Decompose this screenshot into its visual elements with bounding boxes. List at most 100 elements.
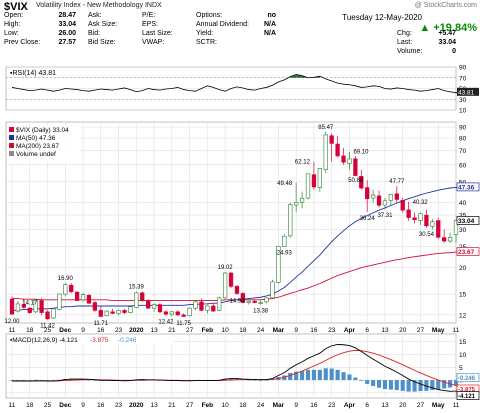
candle-body (92, 302, 98, 311)
vwap-label: VWAP: (142, 39, 165, 46)
macd-histogram-bar (400, 380, 405, 391)
price-data-label: 50.88 (348, 178, 364, 184)
candle-body (258, 302, 263, 304)
candle-body (234, 286, 240, 294)
macd-line (12, 344, 462, 392)
price-x-tick-label: Mar (273, 327, 285, 334)
macd-x-tick-label: 27 (186, 402, 194, 409)
price-x-tick-label: May (432, 327, 445, 334)
options-value: no (267, 12, 276, 19)
candle-body (335, 143, 340, 157)
candle-body (69, 284, 74, 292)
candle-body (128, 306, 133, 313)
rsi-line (11, 74, 462, 94)
price-tick-label: 15 (459, 292, 467, 299)
macd-x-tick-label: 11 (453, 402, 460, 409)
macd-histogram-bar (359, 380, 364, 381)
candle-body (157, 304, 163, 313)
rsi-tick-label: 70 (459, 75, 467, 82)
macd-histogram-bar (228, 378, 234, 381)
price-panel[interactable]: 908070605040353025201512111825Dec9162320… (4, 121, 480, 334)
candle-body (424, 214, 429, 227)
price-x-tick-label: 6 (365, 327, 369, 334)
candle-body (317, 168, 322, 188)
macd-histogram-bar (246, 379, 251, 381)
candle-body (175, 311, 180, 316)
price-data-label: 12.00 (4, 319, 20, 325)
annual-dividend-value: N/A (263, 21, 276, 28)
candle-body (294, 202, 299, 206)
rsi-tick-label: 10 (459, 108, 467, 115)
candle-body (39, 300, 44, 313)
price-data-label: 36.24 (360, 216, 376, 222)
ask-size-label: Ask Size: (88, 21, 118, 28)
macd-histogram-bar (341, 372, 346, 381)
price-last-badge (456, 247, 480, 256)
candle-body (21, 304, 26, 308)
macd-x-tick-label: 16 (310, 402, 318, 409)
macd-histogram-bar (394, 380, 399, 391)
candle-body (323, 134, 328, 170)
candle-body (222, 272, 228, 299)
price-legend-swatch (9, 127, 14, 132)
price-legend-label: Volume undef (16, 151, 56, 158)
macd-last-badge (456, 391, 480, 400)
macd-histogram-bar (453, 380, 459, 386)
candle-body (27, 307, 32, 313)
price-data-label: 12.42 (158, 320, 174, 326)
candle-body (163, 311, 169, 315)
chg-label: Chg: (397, 30, 412, 37)
macd-histogram-bar (329, 368, 334, 381)
pe-label: P/E: (142, 12, 156, 19)
price-data-label: 40.32 (413, 200, 429, 206)
macd-histogram-bar (406, 380, 411, 392)
macd-histogram-bar (436, 380, 441, 390)
macd-x-tick-label: 11 (9, 402, 16, 409)
macd-x-tick-label: 9 (294, 402, 298, 409)
price-tick-label: 30 (459, 227, 467, 234)
price-data-label: 11.75 (176, 321, 191, 327)
prev-close-label: Prev Close: (4, 39, 41, 46)
source-credit[interactable]: @ StockCharts.com (414, 2, 477, 9)
price-tick-label: 60 (459, 162, 467, 169)
candle-body (169, 311, 174, 315)
rsi-legend-bg (8, 68, 78, 77)
macd-x-tick-label: 9 (81, 402, 85, 409)
candle-body (140, 292, 145, 301)
price-last-badge (456, 216, 480, 225)
macd-tick-label: 15 (459, 339, 467, 346)
last-size-label: Last Size: (142, 30, 173, 37)
candle-body (447, 237, 453, 242)
price-x-tick-label: 16 (310, 327, 318, 334)
price-legend-swatch (9, 151, 14, 156)
price-tick-label: 80 (459, 136, 467, 143)
price-x-tick-label: 9 (294, 327, 298, 334)
price-tick-label: 70 (459, 148, 467, 155)
macd-histogram-bar (92, 380, 97, 381)
candle-body (104, 310, 109, 316)
open-value: 28.47 (58, 12, 76, 19)
price-x-tick-label: 27 (417, 327, 425, 334)
price-legend-label: $VIX (Daily) 33.04 (16, 127, 69, 134)
price-legend-label: MA(50) 47.36 (16, 135, 56, 142)
candle-body (151, 304, 157, 309)
macd-signal-line (12, 349, 463, 391)
price-legend-swatch (9, 135, 14, 140)
ticker-symbol[interactable]: $VIX (4, 1, 28, 13)
macd-histogram-bar (57, 379, 62, 381)
macd-histogram-bar (347, 374, 352, 381)
macd-last-label: -3.875 (458, 388, 476, 394)
price-data-label: 16.90 (58, 276, 74, 282)
price-data-label: 69.10 (353, 150, 369, 156)
high-value: 33.04 (58, 21, 76, 28)
macd-histogram-bar (9, 380, 15, 381)
macd-histogram-bar (264, 380, 269, 381)
price-x-tick-label: 13 (150, 327, 158, 334)
rsi-tick-label: 90 (459, 65, 467, 72)
price-data-label: 19.02 (218, 265, 234, 271)
macd-histogram-bar (75, 379, 80, 381)
macd-histogram-bar (371, 380, 376, 386)
macd-last-label: -4.121 (458, 394, 476, 400)
price-legend-bg (8, 125, 80, 163)
